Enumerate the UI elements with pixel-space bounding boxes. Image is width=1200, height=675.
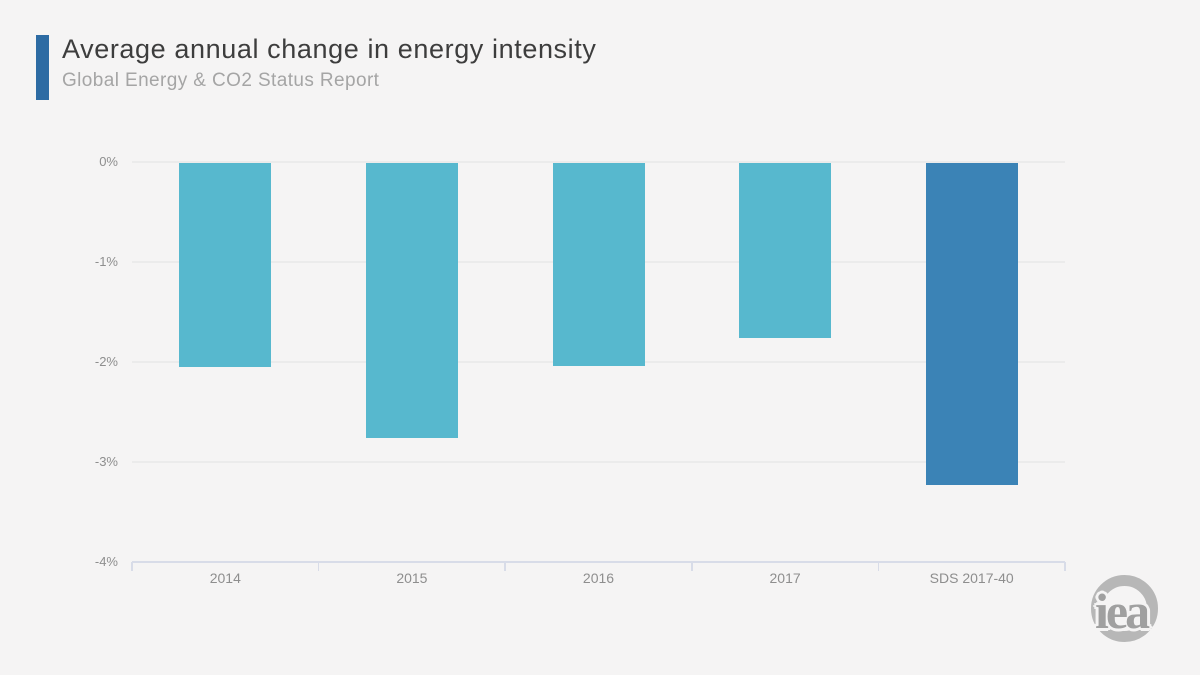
iea-logo-ring-icon — [1091, 575, 1158, 642]
x-axis-tick — [131, 562, 133, 571]
x-axis-tick — [317, 562, 320, 571]
bar-2015 — [365, 163, 458, 438]
x-tick-label-sds-2017-40: SDS 2017-40 — [929, 570, 1014, 586]
gridline-0% — [132, 161, 1065, 163]
y-tick-label-0%: 0% — [99, 154, 118, 169]
gridline--3% — [132, 461, 1065, 463]
bar-sds-2017-40 — [925, 163, 1018, 485]
x-tick-label-2016: 2016 — [582, 570, 615, 586]
y-tick-label--2%: -2% — [94, 354, 118, 369]
x-axis-tick — [504, 562, 506, 571]
bar-2014 — [179, 163, 272, 367]
x-axis-tick — [1064, 562, 1066, 571]
y-tick-label--4%: -4% — [94, 554, 118, 569]
chart-title: Average annual change in energy intensit… — [62, 34, 597, 64]
bar-2017 — [739, 163, 832, 338]
bar-2016 — [552, 163, 645, 366]
x-tick-label-2014: 2014 — [209, 570, 241, 586]
title-accent-bar — [36, 35, 49, 100]
x-tick-label-2017: 2017 — [769, 570, 801, 586]
y-tick-label--3%: -3% — [94, 454, 118, 469]
title-block: Average annual change in energy intensit… — [62, 33, 596, 93]
y-tick-label--1%: -1% — [94, 254, 118, 269]
x-axis-tick — [877, 562, 880, 571]
iea-logo-text: iea — [1095, 583, 1150, 639]
x-axis-tick — [691, 562, 693, 571]
x-axis-line — [132, 561, 1065, 563]
chart-subtitle: Global Energy & CO2 Status Report — [62, 70, 380, 91]
iea-logo: iea — [1088, 571, 1178, 656]
x-tick-label-2015: 2015 — [396, 570, 428, 586]
